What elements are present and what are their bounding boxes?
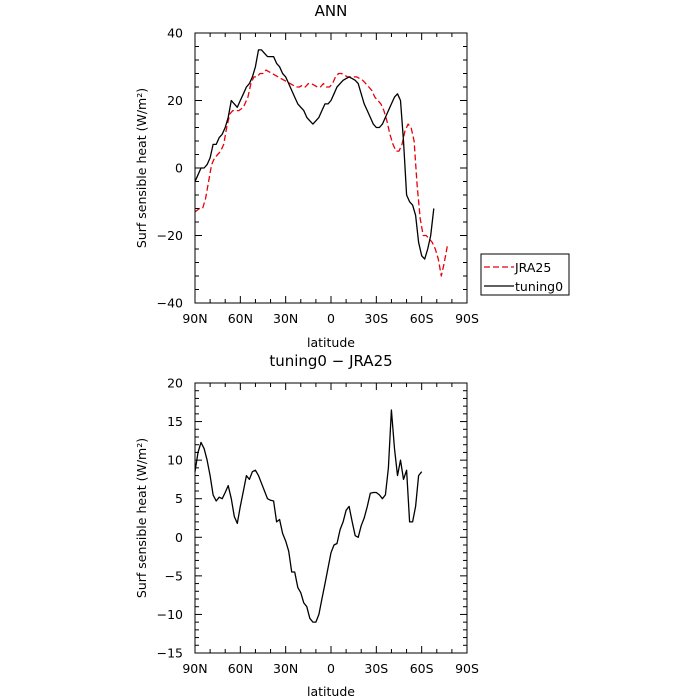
top-y-axis-label: Surf sensible heat (W/m²) (134, 88, 149, 248)
x-tick-label: 90S (455, 311, 479, 326)
y-tick-label: 20 (167, 376, 183, 391)
legend-label-jra25: JRA25 (514, 260, 551, 275)
y-tick-label: −40 (157, 296, 183, 311)
x-tick-label: 0 (327, 311, 335, 326)
x-tick-label: 0 (327, 661, 335, 676)
top-chart: ANN 90N 60N 30N 0 30S 60S 90S −40 −20 0 20 40 lati… (134, 2, 570, 350)
x-tick-label: 90N (182, 311, 207, 326)
bottom-plot-frame (194, 382, 468, 654)
top-y-ticks: −40 −20 0 20 40 (157, 26, 467, 311)
top-plot-lines (194, 49, 449, 277)
bottom-x-axis-label: latitude (307, 684, 355, 699)
y-tick-label: 40 (167, 26, 183, 41)
x-tick-label: 30N (273, 311, 298, 326)
y-tick-label: 10 (167, 453, 183, 468)
top-x-ticks: 90N 60N 30N 0 30S 60S 90S (182, 33, 479, 326)
y-tick-label: 5 (175, 491, 183, 506)
bottom-plot-lines (194, 409, 423, 623)
y-tick-label: 0 (175, 161, 183, 176)
legend: JRA25 tuning0 (480, 253, 570, 296)
x-tick-label: 60N (228, 661, 253, 676)
x-tick-label: 90S (455, 661, 479, 676)
x-tick-label: 30S (364, 311, 388, 326)
y-tick-label: −15 (157, 646, 183, 661)
top-plot-frame (194, 32, 468, 304)
x-tick-label: 30S (364, 661, 388, 676)
top-x-axis-label: latitude (307, 335, 355, 350)
series-line-jra25 (194, 69, 449, 277)
legend-box (480, 253, 570, 296)
top-chart-title: ANN (315, 2, 348, 20)
x-tick-label: 90N (182, 661, 207, 676)
bottom-chart-title: tuning0 − JRA25 (269, 352, 392, 370)
bottom-x-ticks: 90N 60N 30N 0 30S 60S 90S (182, 383, 479, 676)
y-tick-label: −5 (165, 568, 183, 583)
y-tick-label: 20 (167, 93, 183, 108)
y-tick-label: −20 (157, 228, 183, 243)
x-tick-label: 60S (410, 311, 434, 326)
bottom-chart: tuning0 − JRA25 90N 60N 30N 0 30S 60S 90S −15−… (134, 352, 479, 699)
y-tick-label: 15 (167, 414, 183, 429)
series-line-tuning0 (194, 49, 435, 260)
x-tick-label: 60S (410, 661, 434, 676)
x-tick-label: 30N (273, 661, 298, 676)
series-line-difference (194, 409, 423, 623)
bottom-y-ticks: −15 −10 −5 0 5 10 15 20 (157, 376, 467, 661)
y-tick-label: 0 (175, 530, 183, 545)
x-tick-label: 60N (228, 311, 253, 326)
legend-label-tuning0: tuning0 (515, 279, 563, 294)
y-tick-label: −10 (157, 607, 183, 622)
bottom-y-axis-label: Surf sensible heat (W/m²) (134, 438, 149, 598)
